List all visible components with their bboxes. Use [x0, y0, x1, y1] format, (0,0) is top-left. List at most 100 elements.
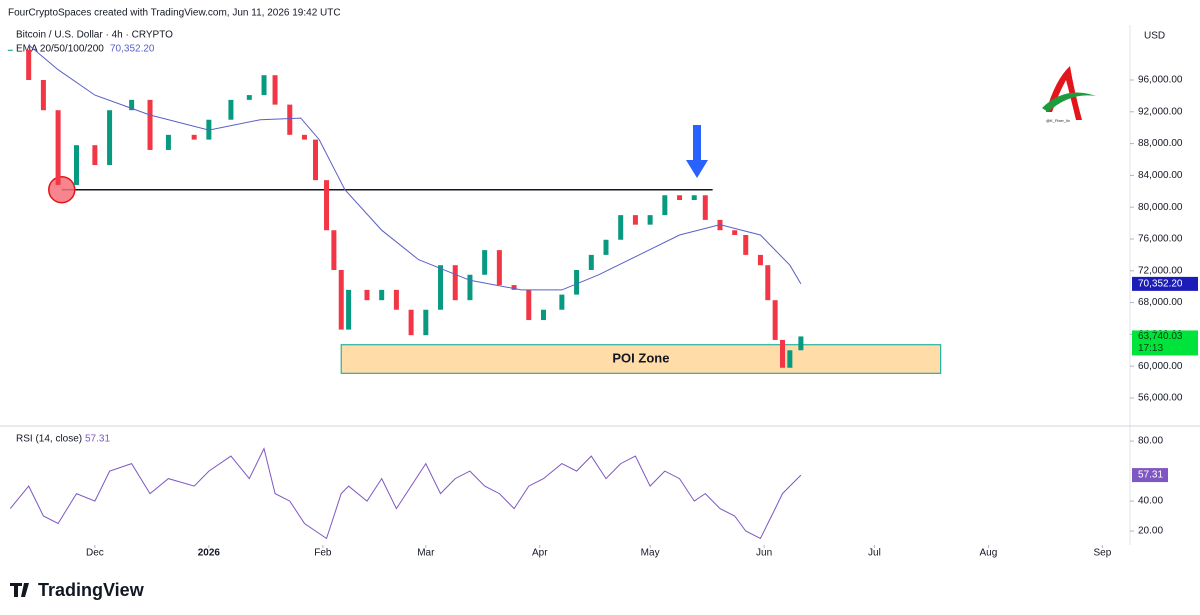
candle: [191, 134, 197, 140]
candle: [540, 309, 546, 321]
candle: [261, 75, 267, 96]
candle: [574, 269, 580, 295]
candle: [379, 289, 385, 301]
candle: [632, 215, 638, 225]
candle: [467, 274, 473, 301]
x-tick-label: Aug: [980, 548, 998, 559]
candle: [662, 195, 668, 216]
ema-legend: EMA 20/50/100/200: [16, 44, 104, 55]
y-tick-label: 76,000.00: [1138, 234, 1183, 245]
candle: [107, 110, 113, 166]
x-tick-label: 2026: [198, 548, 221, 559]
currency: USD: [1144, 31, 1165, 42]
candle: [438, 265, 444, 310]
y-tick-label: 96,000.00: [1138, 75, 1183, 86]
y-tick-label: 68,000.00: [1138, 297, 1183, 308]
x-tick-label: Sep: [1094, 548, 1112, 559]
line-series: [9, 447, 802, 540]
y-tick-label: 20.00: [1138, 526, 1163, 537]
candle: [129, 99, 135, 111]
candle: [331, 230, 337, 270]
y-tick-label: 40.00: [1138, 496, 1163, 507]
candle: [26, 49, 32, 80]
arrow: [686, 125, 708, 178]
rsi-legend-value: 57.31: [85, 434, 110, 445]
rsi-tag: [1132, 468, 1168, 483]
candle: [496, 250, 502, 286]
price-tag: [1132, 330, 1198, 356]
candle: [526, 289, 532, 321]
candle: [588, 254, 594, 270]
line-series: [28, 44, 802, 291]
branding: TradingView: [10, 580, 145, 600]
candle: [772, 300, 778, 340]
candle: [757, 254, 763, 266]
x-tick-label: Dec: [86, 548, 104, 559]
candle: [559, 294, 565, 310]
candle: [603, 239, 609, 255]
countdown: 17:13: [1138, 343, 1163, 354]
candle: [787, 350, 793, 368]
candle: [743, 235, 749, 255]
candle: [765, 265, 771, 301]
candle: [798, 336, 804, 351]
price-tag-label: 63,740.03: [1138, 331, 1183, 342]
candle: [246, 95, 252, 100]
x-tick-label: Feb: [314, 548, 332, 559]
candle: [691, 195, 697, 201]
y-tick-label: 72,000.00: [1138, 265, 1183, 276]
candle: [647, 215, 653, 225]
candle: [338, 269, 344, 330]
candle: [313, 139, 319, 181]
candle: [7, 49, 13, 51]
y-tick-label: 56,000.00: [1138, 393, 1183, 404]
x-tick-label: Apr: [532, 548, 548, 559]
y-tick-label: 80.00: [1138, 436, 1163, 447]
x-tick-label: May: [641, 548, 660, 559]
candle: [165, 134, 171, 150]
candle: [677, 195, 683, 201]
candle: [452, 265, 458, 301]
candle: [346, 289, 352, 330]
y-tick-label: 80,000.00: [1138, 202, 1183, 213]
candle: [511, 285, 517, 290]
ema-tag-label: 70,352.20: [1138, 279, 1183, 290]
candle: [780, 339, 786, 368]
rsi-legend: RSI (14, close): [16, 434, 82, 445]
candle: [324, 180, 330, 231]
poi-zone: [340, 344, 942, 374]
x-tick-label: Jul: [868, 548, 881, 559]
logo: [1042, 66, 1096, 120]
y-tick-label: 92,000.00: [1138, 106, 1183, 117]
ema-legend-value: 70,352.20: [110, 44, 155, 55]
ema-tag: [1132, 276, 1198, 291]
credit: FourCryptoSpaces created with TradingVie…: [8, 8, 341, 19]
candle: [287, 104, 293, 135]
y-tick-label: 84,000.00: [1138, 170, 1183, 181]
candle: [702, 195, 708, 220]
x-tick-label: Jun: [756, 548, 772, 559]
candle: [55, 110, 61, 185]
candle: [423, 309, 429, 336]
candle: [732, 230, 738, 236]
y-tick-label: 60,000.00: [1138, 361, 1183, 372]
x-tick-label: Mar: [417, 548, 435, 559]
symbol-title: Bitcoin / U.S. Dollar · 4h · CRYPTO: [16, 30, 173, 41]
poi-label: POI Zone: [612, 350, 669, 365]
candle: [40, 79, 46, 111]
y-tick-label: 88,000.00: [1138, 138, 1183, 149]
level-marker: [48, 175, 76, 204]
candle: [393, 289, 399, 310]
candle: [272, 75, 278, 105]
candle: [228, 99, 234, 120]
candle: [408, 309, 414, 336]
candle: [482, 250, 488, 275]
candle: [147, 99, 153, 150]
rsi-tag-label: 57.31: [1138, 470, 1163, 481]
candle: [73, 145, 79, 185]
candle: [618, 215, 624, 240]
candle: [92, 145, 98, 166]
candle: [301, 134, 307, 140]
